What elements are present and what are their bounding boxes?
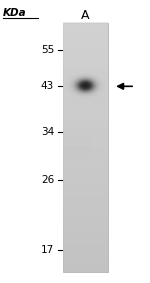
Text: 43: 43 xyxy=(41,81,54,91)
Text: A: A xyxy=(81,9,90,22)
FancyBboxPatch shape xyxy=(63,23,108,272)
Text: 17: 17 xyxy=(41,245,54,256)
Text: 26: 26 xyxy=(41,175,54,185)
Text: 55: 55 xyxy=(41,44,54,55)
Text: KDa: KDa xyxy=(3,8,27,18)
Text: 34: 34 xyxy=(41,127,54,137)
